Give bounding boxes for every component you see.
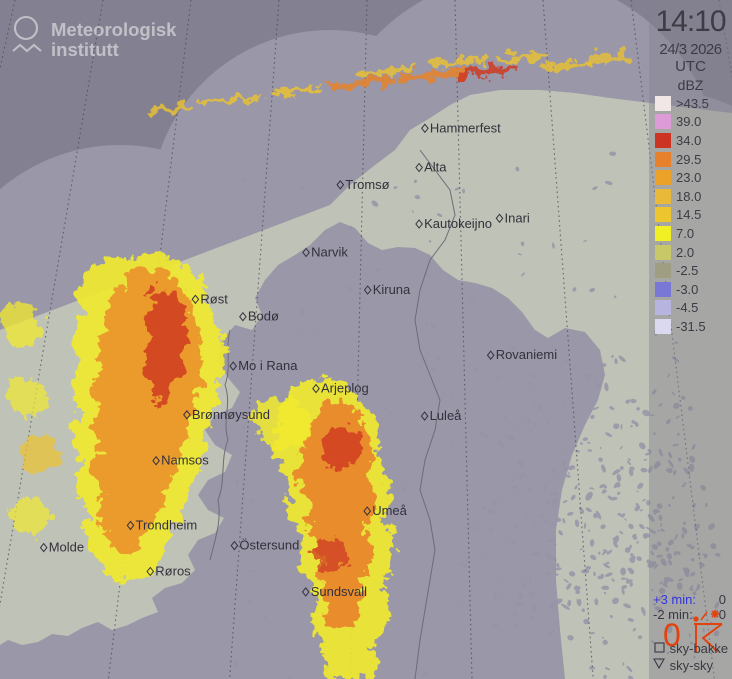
svg-text:Kiruna: Kiruna [373,282,411,297]
svg-text:Sundsvall: Sundsvall [311,584,367,599]
svg-text:Bodø: Bodø [248,309,279,324]
svg-text:Molde: Molde [49,540,84,555]
svg-text:Alta: Alta [424,160,447,175]
svg-text:Røst: Røst [200,291,228,306]
svg-text:Kautokeijno: Kautokeijno [424,216,492,231]
svg-text:Arjeplog: Arjeplog [321,381,369,396]
svg-text:Hammerfest: Hammerfest [430,120,501,135]
svg-text:Namsos: Namsos [161,453,209,468]
svg-text:Tromsø: Tromsø [345,177,389,192]
svg-text:Narvik: Narvik [311,245,348,260]
svg-text:Trondheim: Trondheim [136,517,198,532]
svg-text:Umeå: Umeå [372,503,407,518]
svg-text:Östersund: Östersund [239,538,299,553]
svg-text:Luleå: Luleå [430,408,463,423]
svg-text:Inari: Inari [505,210,530,225]
svg-text:Rovaniemi: Rovaniemi [496,347,558,362]
svg-text:Røros: Røros [155,564,191,579]
svg-text:Brønnøysund: Brønnøysund [192,407,270,422]
svg-text:Mo i Rana: Mo i Rana [238,358,298,373]
